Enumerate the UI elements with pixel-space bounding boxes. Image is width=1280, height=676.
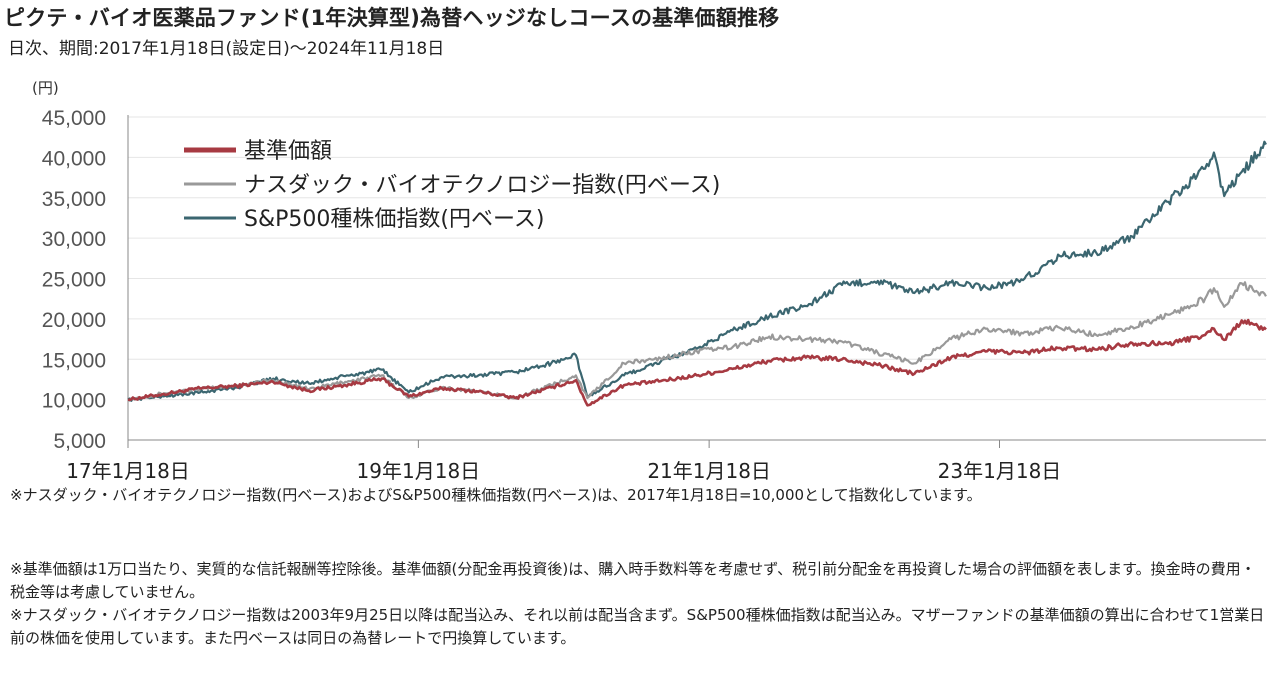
y-tick-label: 25,000 [42,269,106,292]
y-tick-label: 35,000 [42,188,106,211]
y-tick-label: 10,000 [42,390,106,413]
y-tick-label: 20,000 [42,309,106,332]
legend-label: ナスダック・バイオテクノロジー指数(円ベース) [244,173,720,198]
page-title: ピクテ・バイオ医薬品ファンド(1年決算型)為替ヘッジなしコースの基準価額推移 [4,6,780,30]
y-tick-label: 30,000 [42,228,106,251]
x-tick-label: 23年1月18日 [938,459,1062,483]
index-footnote: ※ナスダック・バイオテクノロジー指数(円ベース)およびS&P500種株価指数(円… [10,486,982,504]
legend-label: 基準価額 [244,139,332,164]
y-tick-label: 15,000 [42,349,106,372]
chart-subtitle: 日次、期間:2017年1月18日(設定日)～2024年11月18日 [8,39,445,59]
x-tick-label: 19年1月18日 [357,459,481,483]
disclaimer-note-1: ※基準価額は1万口当たり、実質的な信託報酬等控除後。基準価額(分配金再投資後)は… [10,560,1256,601]
x-tick-label: 21年1月18日 [647,459,771,483]
y-tick-label: 5,000 [53,430,106,453]
series-line-1 [127,318,1267,407]
y-tick-label: 45,000 [42,107,106,130]
disclaimer-note-2: ※ナスダック・バイオテクノロジー指数は2003年9月25日以降は配当込み、それ以… [10,606,1265,647]
legend-label: S&P500種株価指数(円ベース) [244,207,544,232]
y-tick-label: 40,000 [42,147,106,170]
y-axis-unit-label: (円) [32,79,59,97]
series-line-3 [127,140,1267,402]
x-tick-label: 17年1月18日 [66,459,190,483]
disclaimer-notes: ※基準価額は1万口当たり、実質的な信託報酬等控除後。基準価額(分配金再投資後)は… [10,558,1265,650]
